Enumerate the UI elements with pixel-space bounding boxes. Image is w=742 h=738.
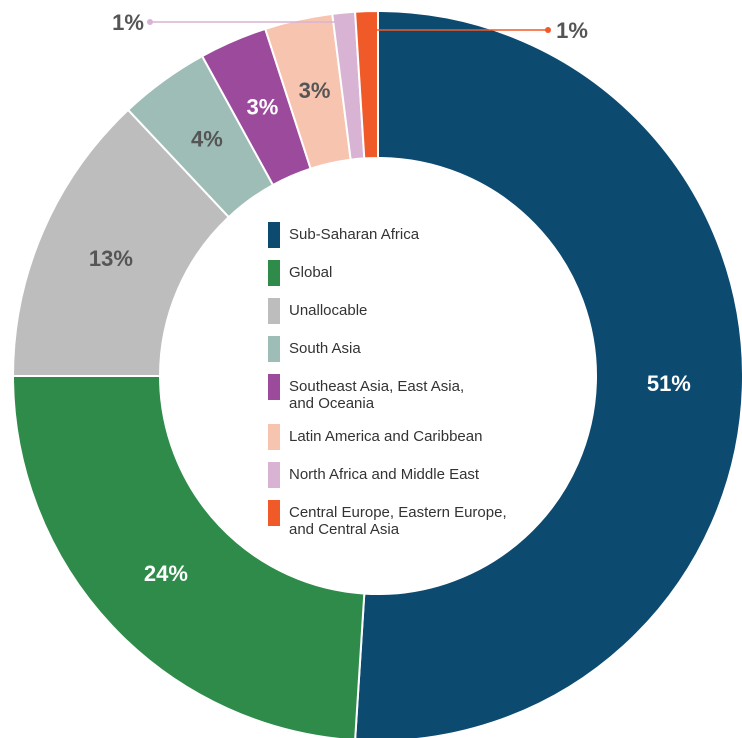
slice xyxy=(11,375,366,738)
legend-label: Central Europe, Eastern Europe, and Cent… xyxy=(289,504,507,538)
slice xyxy=(354,9,379,160)
legend-swatch xyxy=(268,462,280,488)
legend-swatch xyxy=(268,374,280,400)
value-label: 3% xyxy=(247,95,279,120)
leader-dot xyxy=(147,19,153,25)
legend-item: Unallocable xyxy=(268,298,528,324)
legend-swatch xyxy=(268,424,280,450)
legend-label: Unallocable xyxy=(289,302,368,319)
legend-item: Latin America and Caribbean xyxy=(268,424,528,450)
legend-swatch xyxy=(268,260,280,286)
leader-line xyxy=(150,18,345,23)
legend-item: Global xyxy=(268,260,528,286)
legend-label: Southeast Asia, East Asia, and Oceania xyxy=(289,378,465,412)
value-label: 13% xyxy=(89,246,133,271)
legend-label: Latin America and Caribbean xyxy=(289,428,483,445)
legend-item: South Asia xyxy=(268,336,528,362)
legend-item: Southeast Asia, East Asia, and Oceania xyxy=(268,374,528,412)
legend-item: North Africa and Middle East xyxy=(268,462,528,488)
value-label: 51% xyxy=(647,371,691,396)
legend-label: Sub-Saharan Africa xyxy=(289,226,420,243)
leader-dot xyxy=(545,27,551,33)
value-label: 4% xyxy=(191,126,223,151)
legend-item: Central Europe, Eastern Europe, and Cent… xyxy=(268,500,528,538)
legend-label: South Asia xyxy=(289,340,361,357)
legend-swatch xyxy=(268,298,280,324)
legend-label: Global xyxy=(289,264,333,281)
slice xyxy=(354,9,742,738)
legend-swatch xyxy=(268,222,280,248)
legend-swatch xyxy=(268,336,280,362)
value-label: 1% xyxy=(112,10,144,35)
value-label: 24% xyxy=(144,561,188,586)
value-label: 1% xyxy=(556,18,588,43)
legend-swatch xyxy=(268,500,280,526)
value-label: 3% xyxy=(299,78,331,103)
leader-line xyxy=(365,17,548,31)
legend-label: North Africa and Middle East xyxy=(289,466,480,483)
legend: Sub-Saharan Africa Global Unallocable South… xyxy=(268,222,528,550)
legend-item: Sub-Saharan Africa xyxy=(268,222,528,248)
